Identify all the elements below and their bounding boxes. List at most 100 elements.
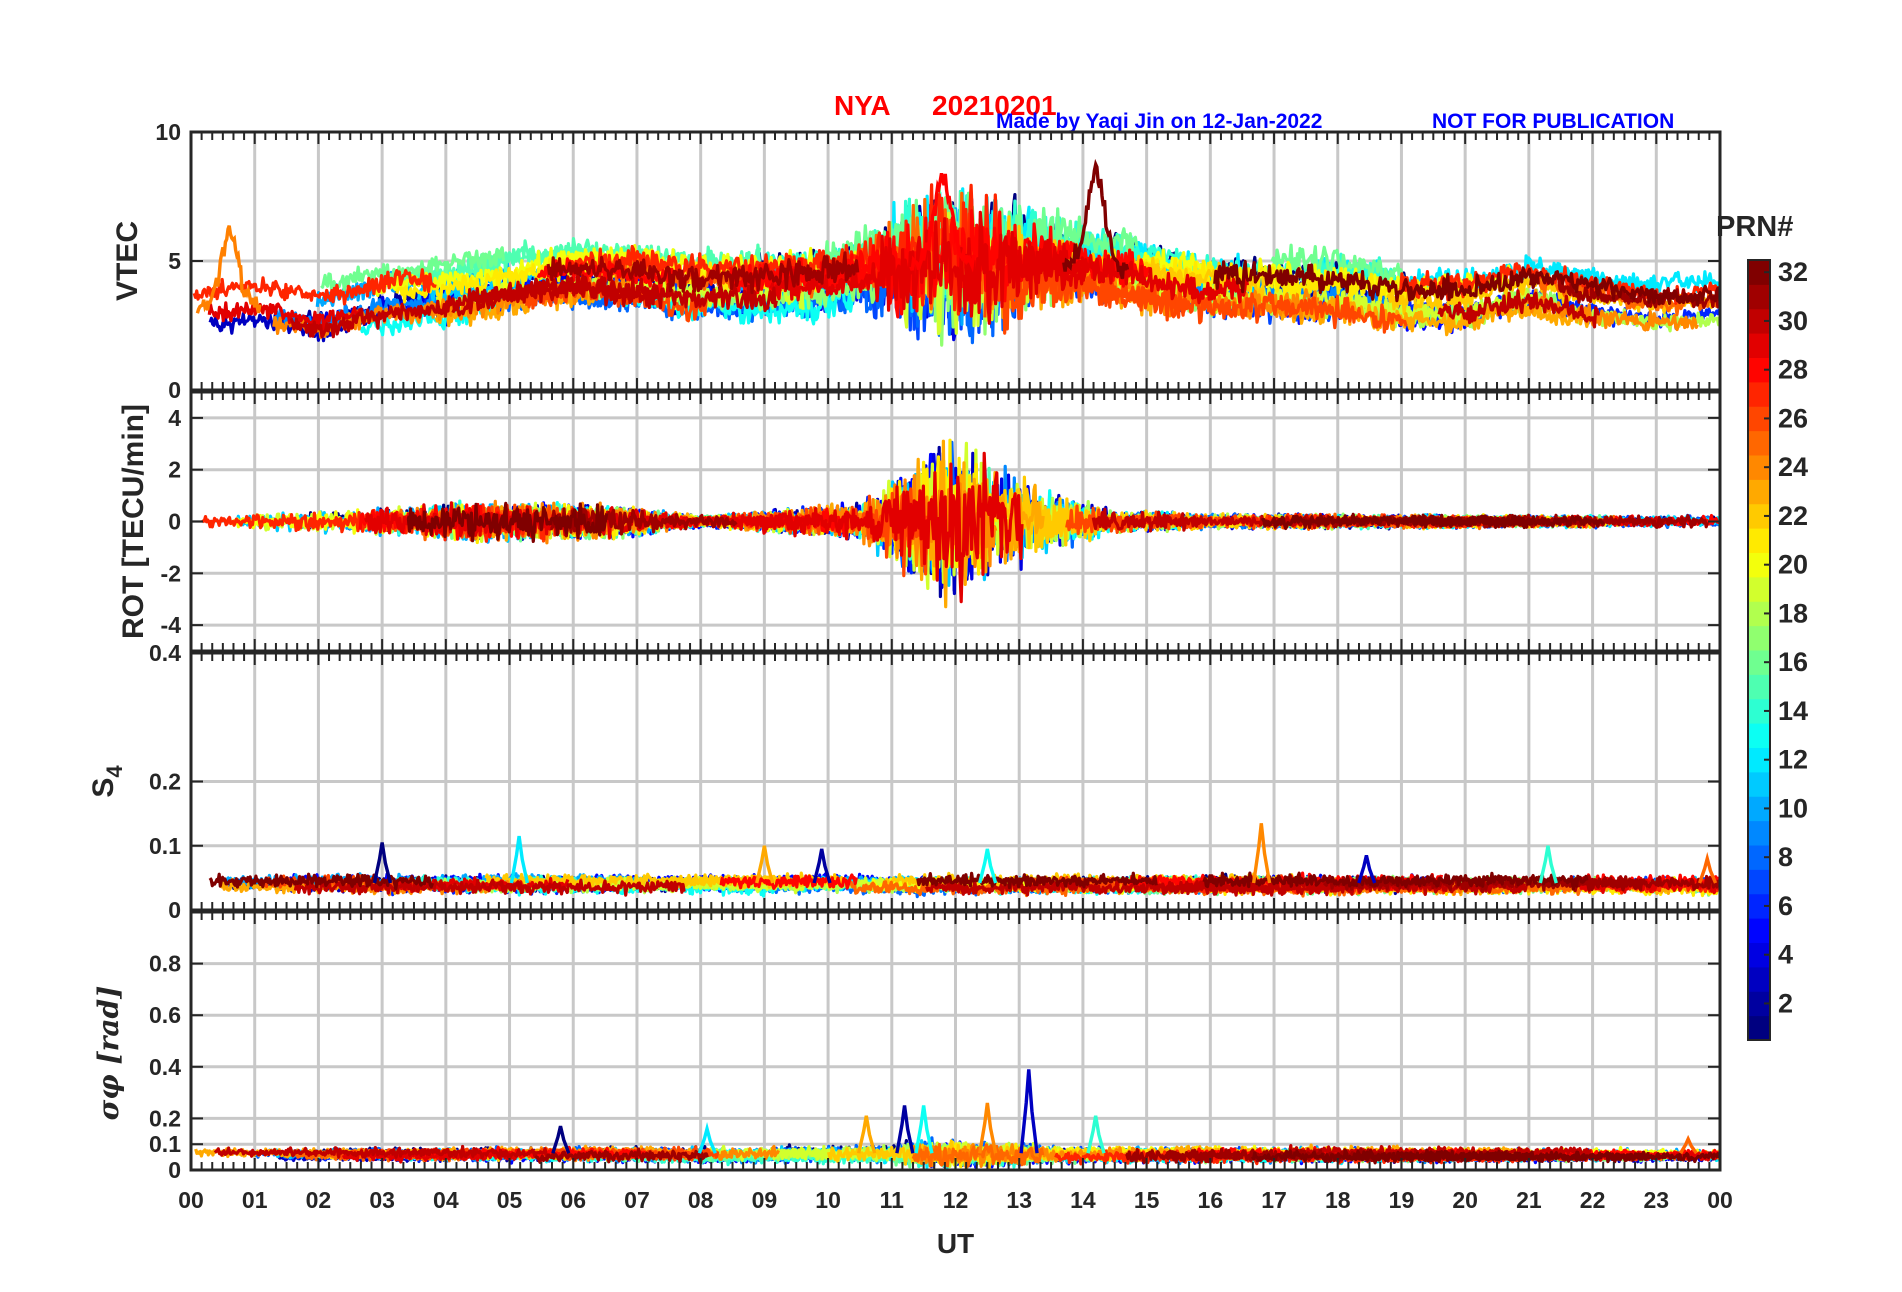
tracks-rot <box>200 438 1720 609</box>
series-prn-31 <box>546 251 860 295</box>
colorbar-swatch <box>1748 479 1770 505</box>
y-tick-label: 0 <box>168 897 181 923</box>
spike-point <box>509 835 530 884</box>
chart-title-date: 20210201 <box>932 90 1057 121</box>
y-tick-label: 0 <box>168 509 181 535</box>
colorbar-swatch <box>1748 430 1770 456</box>
highlight-series <box>909 172 977 273</box>
series-prn-32 <box>406 501 609 543</box>
colorbar-swatch <box>1748 308 1770 334</box>
x-tick-label: 18 <box>1325 1187 1351 1213</box>
colorbar-swatch <box>1748 552 1770 578</box>
colorbar-title: PRN# <box>1716 211 1793 243</box>
x-tick-label: 12 <box>943 1187 969 1213</box>
series-prn-16 <box>1270 243 1404 288</box>
series-prn-30 <box>1437 289 1600 329</box>
panel-s4: 0 0.1 0.2 0.4 S4 <box>87 640 1722 923</box>
x-tick-label: 02 <box>306 1187 332 1213</box>
y-tick-label: 0.6 <box>149 1002 181 1028</box>
y-tick-label: 0 <box>168 377 181 403</box>
colorbar-tick-label: 26 <box>1778 403 1808 433</box>
spike-point <box>812 848 832 884</box>
y-tick-label: 0.1 <box>149 833 181 859</box>
colorbar-swatch <box>1748 381 1770 407</box>
x-axis-label: UT <box>937 1228 974 1259</box>
spike-point <box>914 1105 934 1154</box>
colorbar-swatch <box>1748 796 1770 822</box>
credit-made-by: Made by Yaqi Jin on 12-Jan-2022 <box>996 110 1323 133</box>
panel-sigphi: 00.10.2 0.4 0.6 0.8 σφ [rad] <box>92 910 1722 1183</box>
x-tick-label: 22 <box>1580 1187 1606 1213</box>
spike-point <box>551 1125 571 1154</box>
series-prn-30 <box>293 878 686 897</box>
chart-title-station: NYA <box>834 90 891 121</box>
y-tick-label: 0.8 <box>149 951 181 977</box>
y-tick-label: 0.1 <box>149 1131 181 1157</box>
series-prn-32 <box>1417 513 1605 530</box>
x-tick-label: 14 <box>1070 1187 1096 1213</box>
highlight-series <box>1062 158 1130 279</box>
x-tick-label: 19 <box>1389 1187 1415 1213</box>
colorbar-swatch <box>1748 747 1770 773</box>
colorbar-swatch <box>1748 528 1770 553</box>
y-tick-label: 0 <box>168 1157 181 1183</box>
y-axis-label: VTEC <box>111 221 144 301</box>
x-tick-label: 06 <box>560 1187 586 1213</box>
x-tick-label: 05 <box>497 1187 523 1213</box>
colorbar-tick-label: 8 <box>1778 842 1793 872</box>
colorbar-swatch <box>1748 576 1770 602</box>
y-axis-label: ROT [TECU/min] <box>117 404 150 639</box>
spike-point <box>1538 845 1558 884</box>
colorbar-frame <box>1747 259 1771 1041</box>
series-prn-30 <box>925 878 1356 897</box>
colorbar-swatch <box>1748 869 1770 895</box>
colorbar-tick-label: 16 <box>1778 647 1808 677</box>
colorbar-tick-label: 2 <box>1778 988 1793 1018</box>
series-prn-30 <box>213 1144 549 1160</box>
x-tick-label: 03 <box>369 1187 395 1213</box>
spike-point <box>1357 855 1377 884</box>
x-tick-label: 09 <box>752 1187 778 1213</box>
tracks-sigphi <box>194 1069 1720 1170</box>
colorbar-swatch <box>1748 357 1770 383</box>
colorbar-tick-label: 4 <box>1778 940 1793 970</box>
y-tick-label: 10 <box>155 119 181 145</box>
colorbar-swatch <box>1748 260 1770 285</box>
colorbar-tick-label: 6 <box>1778 891 1793 921</box>
series-prn-29 <box>1015 238 1249 305</box>
highlight-series <box>195 225 262 314</box>
colorbar-swatch <box>1748 698 1770 724</box>
colorbar-tick-label: 24 <box>1778 452 1808 482</box>
colorbar-swatch <box>1748 1015 1770 1041</box>
y-tick-label: 0.2 <box>149 1105 181 1131</box>
series-prn-31 <box>534 1147 709 1165</box>
spike-point <box>895 1105 915 1154</box>
colorbar-swatch <box>1748 771 1770 797</box>
series-prn-30 <box>451 273 778 317</box>
y-tick-label: 0.4 <box>149 1054 181 1080</box>
spike-point <box>755 845 775 884</box>
colorbar-tick-label: 12 <box>1778 745 1808 775</box>
y-tick-label: -2 <box>161 560 181 586</box>
colorbar-swatch <box>1748 893 1770 919</box>
colorbar-swatch <box>1748 625 1770 651</box>
spike-point <box>857 1115 877 1154</box>
tracks-s4 <box>208 823 1720 899</box>
colorbar-tick-label: 28 <box>1778 355 1808 385</box>
x-tick-label: 01 <box>242 1187 268 1213</box>
colorbar-tick-label: 30 <box>1778 306 1808 336</box>
x-tick-label: 07 <box>624 1187 650 1213</box>
series-prn-32 <box>1422 1150 1720 1164</box>
panel-vtec: 0 5 10 VTEC <box>111 119 1722 403</box>
colorbar-swatch <box>1748 503 1770 529</box>
x-tick-label: 11 <box>880 1187 905 1213</box>
spike-point <box>1698 851 1718 884</box>
colorbar-swatch <box>1748 820 1770 846</box>
colorbar-tick-label: 10 <box>1778 793 1808 823</box>
x-tick-label: 04 <box>433 1187 459 1213</box>
x-tick-label: 00 <box>178 1187 204 1213</box>
x-tick-label: 15 <box>1134 1187 1160 1213</box>
credit-not-for-publication: NOT FOR PUBLICATION <box>1432 110 1675 133</box>
series-prn-25 <box>911 1142 1045 1168</box>
